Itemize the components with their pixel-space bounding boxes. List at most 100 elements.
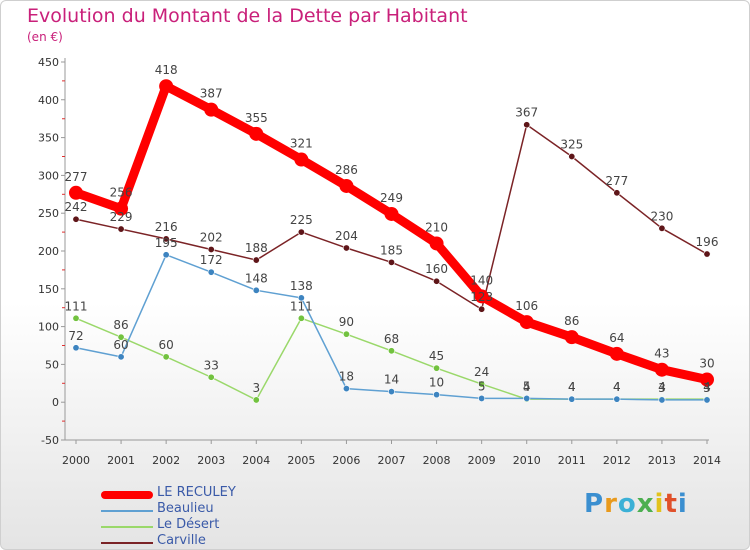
- y-tick-label: 0: [52, 396, 59, 409]
- data-label-carville: 185: [380, 243, 403, 257]
- data-label-beaulieu: 138: [290, 279, 313, 293]
- data-label-le-d-sert: 4: [523, 380, 531, 394]
- logo-letter: P: [584, 489, 605, 519]
- data-point-carville: [523, 121, 531, 129]
- proxiti-logo: Proxiti: [584, 489, 688, 519]
- data-point-le-d-sert: [478, 380, 486, 388]
- data-point-beaulieu: [72, 344, 80, 352]
- legend-swatch: [101, 510, 153, 512]
- data-label-le-reculey: 418: [155, 63, 178, 77]
- data-point-carville: [297, 228, 305, 236]
- data-label-le-reculey: 355: [245, 111, 268, 125]
- data-label-beaulieu: 4: [613, 380, 621, 394]
- chart-axes: -50 0 50 100 150 200 250 300 350 400 450 2000 2001 20…: [38, 56, 721, 467]
- logo-letter: r: [604, 489, 618, 519]
- logo-letter: i: [654, 489, 665, 519]
- data-label-carville: 367: [515, 106, 538, 120]
- data-label-beaulieu: 3: [658, 381, 666, 395]
- data-point-le-d-sert: [72, 314, 80, 322]
- logo-letter: o: [617, 489, 637, 519]
- data-point-le-reculey: [564, 330, 579, 345]
- y-tick-label: 100: [38, 321, 59, 334]
- data-point-carville: [207, 245, 215, 253]
- data-label-carville: 216: [155, 220, 178, 234]
- y-tick-label: 350: [38, 132, 59, 145]
- y-tick-label: 150: [38, 283, 59, 296]
- data-label-carville: 242: [65, 200, 88, 214]
- data-point-beaulieu: [568, 395, 576, 403]
- data-point-beaulieu: [703, 396, 711, 404]
- logo-letter: x: [636, 489, 655, 519]
- data-label-le-d-sert: 45: [429, 349, 444, 363]
- data-label-beaulieu: 60: [113, 338, 128, 352]
- data-label-le-reculey: 210: [425, 220, 448, 234]
- legend-label: Carville: [157, 533, 206, 548]
- data-label-le-reculey: 277: [65, 170, 88, 184]
- legend-swatch: [101, 526, 153, 528]
- data-point-carville: [162, 235, 170, 243]
- data-point-beaulieu: [613, 395, 621, 403]
- data-label-carville: 160: [425, 262, 448, 276]
- data-label-le-reculey: 43: [654, 347, 669, 361]
- data-label-le-reculey: 140: [470, 273, 493, 287]
- data-point-carville: [433, 277, 441, 285]
- legend-swatch: [101, 491, 153, 499]
- data-point-le-reculey: [474, 289, 489, 304]
- data-label-beaulieu: 195: [155, 236, 178, 250]
- data-point-beaulieu: [162, 251, 170, 259]
- data-label-carville: 123: [470, 290, 493, 304]
- logo-letter: t: [664, 489, 678, 519]
- data-point-le-d-sert: [297, 314, 305, 322]
- y-tick-label: 250: [38, 207, 59, 220]
- data-label-le-reculey: 106: [515, 299, 538, 313]
- data-label-carville: 277: [605, 174, 628, 188]
- x-tick-label: 2003: [197, 454, 225, 467]
- data-label-le-d-sert: 3: [252, 381, 260, 395]
- data-point-carville: [72, 215, 80, 223]
- data-point-le-d-sert: [162, 353, 170, 361]
- x-tick-label: 2013: [648, 454, 676, 467]
- data-label-carville: 202: [200, 230, 223, 244]
- data-label-le-d-sert: 24: [474, 365, 489, 379]
- data-point-carville: [658, 224, 666, 232]
- data-point-carville: [117, 225, 125, 233]
- data-label-le-d-sert: 68: [384, 332, 399, 346]
- data-label-carville: 196: [696, 235, 719, 249]
- data-point-beaulieu: [117, 353, 125, 361]
- data-label-beaulieu: 10: [429, 376, 444, 390]
- data-label-le-d-sert: 111: [290, 299, 313, 313]
- data-point-le-reculey: [69, 185, 83, 200]
- data-label-beaulieu: 148: [245, 271, 268, 285]
- chart-title: Evolution du Montant de la Dette par Hab…: [27, 5, 468, 27]
- data-label-carville: 229: [110, 210, 133, 224]
- x-tick-label: 2012: [603, 454, 631, 467]
- data-label-le-d-sert: 111: [65, 299, 88, 313]
- data-point-le-reculey: [654, 362, 669, 377]
- legend-label: LE RECULEY: [157, 485, 236, 500]
- data-label-le-d-sert: 60: [159, 338, 174, 352]
- data-label-le-d-sert: 4: [613, 380, 621, 394]
- data-point-le-d-sert: [117, 333, 125, 341]
- x-tick-label: 2000: [62, 454, 90, 467]
- x-tick-label: 2001: [107, 454, 135, 467]
- data-point-beaulieu: [207, 268, 215, 276]
- data-point-le-reculey: [114, 201, 129, 216]
- data-point-beaulieu: [252, 286, 260, 294]
- chart-subtitle: (en €): [27, 30, 63, 44]
- data-point-beaulieu: [658, 396, 666, 404]
- x-tick-label: 2005: [287, 454, 315, 467]
- data-label-beaulieu: 18: [339, 370, 354, 384]
- legend-label: Beaulieu: [157, 501, 214, 516]
- x-tick-label: 2004: [242, 454, 270, 467]
- y-tick-label: -50: [41, 434, 59, 447]
- data-label-carville: 225: [290, 213, 313, 227]
- y-tick-label: 50: [45, 358, 59, 371]
- data-point-carville: [478, 305, 486, 313]
- data-label-beaulieu: 5: [523, 379, 531, 393]
- data-point-le-reculey: [609, 346, 624, 361]
- data-point-le-reculey: [429, 236, 444, 251]
- x-tick-label: 2009: [468, 454, 496, 467]
- x-tick-label: 2006: [332, 454, 360, 467]
- data-point-beaulieu: [433, 391, 441, 399]
